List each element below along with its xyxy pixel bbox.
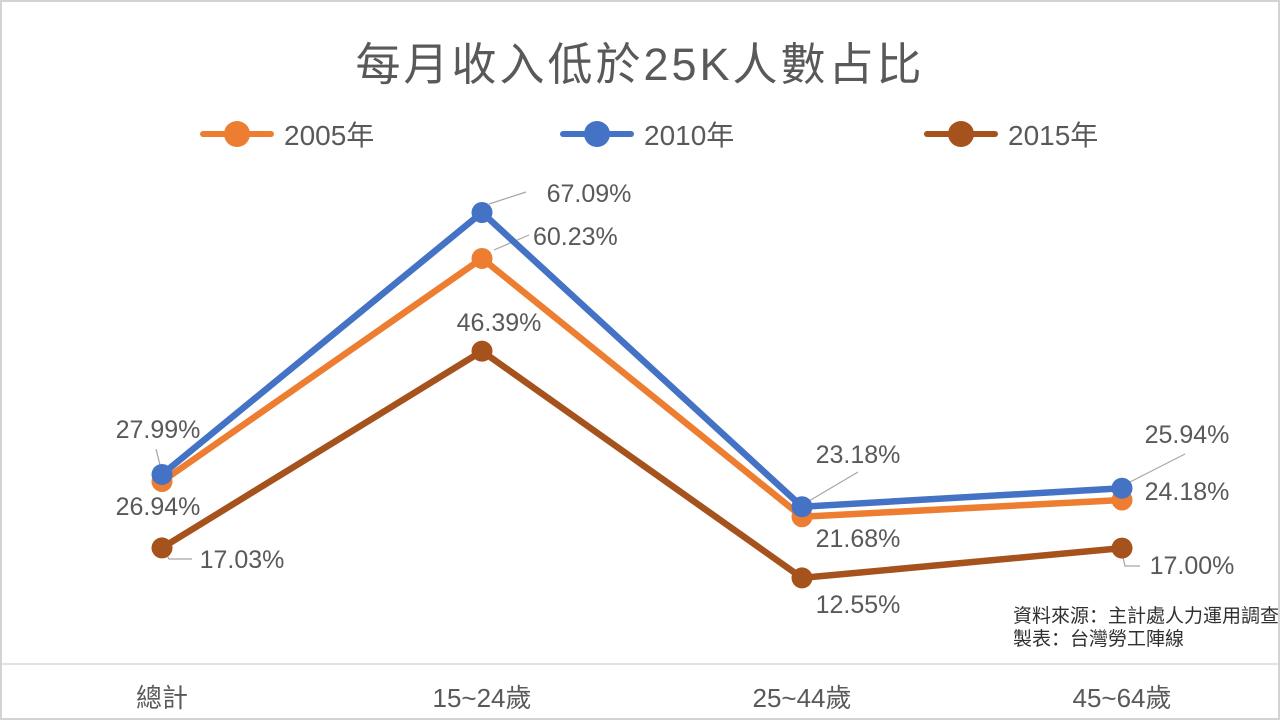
- source-line-2: 製表：台灣勞工陣線: [1013, 629, 1185, 650]
- data-label: 17.03%: [200, 546, 285, 574]
- legend-line-dot-marker: [560, 121, 634, 147]
- data-point-marker-icon: [471, 340, 493, 362]
- label-leader-line: [808, 471, 859, 502]
- x-axis-label-total: 總計: [135, 683, 189, 713]
- legend-label-2005: 2005年: [284, 120, 375, 151]
- data-label: 26.94%: [116, 493, 201, 521]
- chart-title: 每月收入低於25K人數占比: [355, 39, 925, 90]
- x-axis-label-25-44: 25~44歲: [752, 683, 852, 713]
- x-axis-label-45-64: 45~64歲: [1072, 683, 1172, 713]
- data-point-marker-icon: [1111, 477, 1133, 499]
- legend-item-2005: 2005年: [200, 118, 374, 151]
- data-point-marker-icon: [471, 247, 493, 269]
- source-line-1: 資料來源：主計處人力運用調查: [1013, 606, 1280, 627]
- legend-label-2010: 2010年: [644, 120, 735, 151]
- data-label: 21.68%: [816, 525, 901, 553]
- series-line-0: [158, 255, 1126, 520]
- data-label: 12.55%: [816, 591, 901, 619]
- label-leader-line: [488, 191, 527, 205]
- x-axis-label-15-24: 15~24歲: [432, 683, 532, 713]
- series-line-2: [158, 347, 1126, 582]
- series-line-1: [158, 209, 1126, 510]
- legend-dot-icon: [584, 121, 610, 147]
- data-point-marker-icon: [791, 496, 813, 518]
- legend-label-2015: 2015年: [1008, 120, 1099, 151]
- label-leader-line: [1127, 453, 1186, 484]
- legend-line-dot-marker: [200, 121, 274, 147]
- data-point-marker-icon: [1111, 537, 1133, 559]
- data-point-marker-icon: [471, 201, 493, 223]
- data-label: 17.00%: [1150, 552, 1235, 580]
- data-label: 27.99%: [116, 416, 201, 444]
- legend-dot-icon: [224, 121, 250, 147]
- legend-item-2015: 2015年: [924, 118, 1098, 151]
- source-note: 資料來源：主計處人力運用調查 製表：台灣勞工陣線: [1013, 605, 1280, 651]
- legend-line-dot-marker: [924, 121, 998, 147]
- data-point-marker-icon: [791, 567, 813, 589]
- legend-dot-icon: [948, 121, 974, 147]
- data-label: 23.18%: [816, 441, 901, 469]
- data-label: 24.18%: [1145, 478, 1230, 506]
- data-label: 67.09%: [547, 180, 632, 208]
- data-label: 25.94%: [1145, 421, 1230, 449]
- data-point-marker-icon: [151, 463, 173, 485]
- legend-item-2010: 2010年: [560, 118, 734, 151]
- data-label: 60.23%: [533, 223, 618, 251]
- data-point-marker-icon: [151, 537, 173, 559]
- data-label: 46.39%: [457, 309, 542, 337]
